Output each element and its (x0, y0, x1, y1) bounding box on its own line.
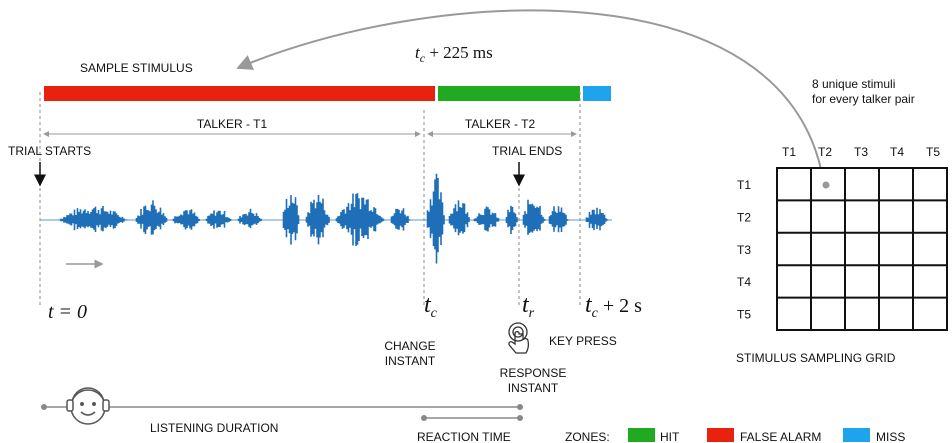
false-alarm-zone (44, 86, 435, 101)
listening-label: LISTENING DURATION (150, 421, 278, 435)
hand-icon (508, 322, 530, 354)
tc-label: tc (424, 292, 438, 321)
grid-note: 8 unique stimuli (812, 77, 895, 91)
legend-miss: MISS (876, 430, 905, 443)
waveform-path (58, 173, 609, 264)
row-label: T2 (737, 210, 751, 224)
t0-label: t = 0 (48, 301, 87, 323)
key-press: KEY PRESS (549, 334, 617, 348)
row-label: T4 (737, 275, 751, 289)
marker-label: tc + 225 ms (415, 43, 493, 65)
grid-frame (776, 167, 948, 331)
waveform (58, 173, 609, 264)
column-label: T5 (926, 145, 940, 159)
grid-caption: STIMULUS SAMPLING GRID (736, 351, 896, 365)
column-label: T2 (818, 145, 832, 159)
talker1-label: TALKER - T1 (197, 117, 268, 131)
trial-starts: TRIAL STARTS (8, 144, 91, 158)
column-label: T3 (854, 145, 868, 159)
endpoint (517, 415, 523, 421)
miss-zone (583, 86, 611, 101)
endpoint (41, 404, 47, 410)
listener-icon (66, 387, 110, 425)
response-label: INSTANT (508, 381, 559, 395)
tc2-label: tc + 2 s (585, 292, 642, 321)
hit-zone (438, 86, 580, 101)
change-label: INSTANT (385, 354, 436, 368)
tr-label: tr (522, 292, 535, 321)
legend-false-alarm: FALSE ALARM (740, 430, 821, 443)
reaction-label: REACTION TIME (417, 430, 511, 443)
legend-swatch (843, 428, 870, 442)
row-label: T3 (737, 243, 751, 257)
legend-hit: HIT (660, 430, 680, 443)
endpoint (421, 415, 427, 421)
row-label: T1 (737, 178, 751, 192)
row-label: T5 (737, 308, 751, 322)
legend-swatch (707, 428, 734, 442)
column-label: T1 (782, 145, 796, 159)
trial-ends: TRIAL ENDS (492, 144, 562, 158)
legend-title: ZONES: (565, 430, 610, 443)
curved-arrow (236, 9, 825, 186)
grid-note: for every talker pair (812, 92, 915, 106)
column-label: T4 (890, 145, 904, 159)
grid-dot (822, 181, 830, 189)
talker2-label: TALKER - T2 (465, 117, 536, 131)
sampling-grid: T1 T2 T3 T4 T5 T1 T2 T3 T4 T5 (737, 145, 948, 331)
response-label: RESPONSE (500, 366, 567, 380)
endpoint (517, 404, 523, 410)
legend-swatch (628, 428, 655, 442)
change-label: CHANGE (384, 339, 435, 353)
stimulus-title: SAMPLE STIMULUS (80, 61, 193, 75)
